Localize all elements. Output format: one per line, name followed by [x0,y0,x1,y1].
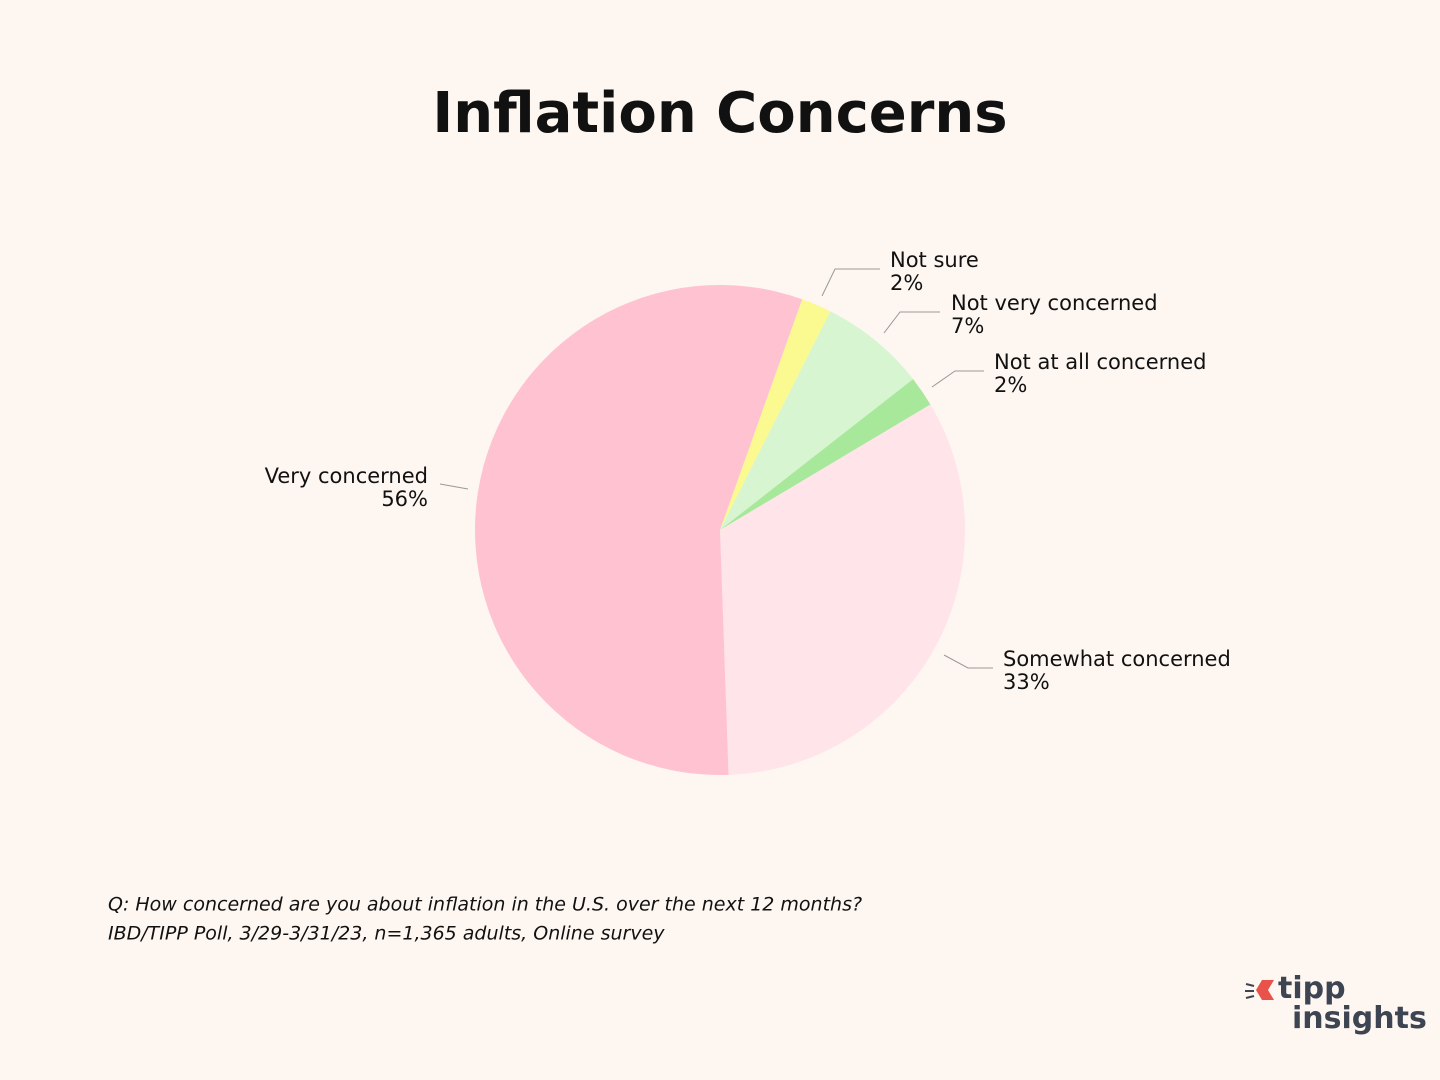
leader-line [821,268,880,297]
slice-label: Somewhat concerned [1003,647,1231,671]
logo-text: tipp [1278,971,1346,1006]
pie-slice [720,379,931,530]
leader-line [931,370,984,388]
chart-title: Inflation Concerns [432,81,1007,146]
slice-value-label: 33% [1003,670,1050,694]
logo-ray [1245,995,1255,999]
logo-icon [1256,980,1274,1000]
slice-value-label: 2% [890,271,923,295]
slice-value-label: 7% [951,314,984,338]
leader-line [439,483,469,490]
pie-slice [720,299,831,530]
slice-value-label: 56% [381,487,428,511]
slice-label: Not sure [890,248,979,272]
leader-line [883,311,940,334]
logo-ray [1245,983,1255,987]
pie-slice [720,311,914,530]
leader-line [943,654,993,669]
slice-label: Not at all concerned [994,350,1206,374]
slice-label: Not very concerned [951,291,1158,315]
slice-value-label: 2% [994,373,1027,397]
slice-label: Very concerned [265,464,428,488]
logo: tipp insights [1245,971,1427,1036]
logo-text: insights [1292,1001,1427,1036]
source-note: IBD/TIPP Poll, 3/29-3/31/23, n=1,365 adu… [108,923,665,945]
pie-slice [474,285,803,775]
question-note: Q: How concerned are you about inflation… [108,894,862,916]
pie-slice [720,404,965,775]
